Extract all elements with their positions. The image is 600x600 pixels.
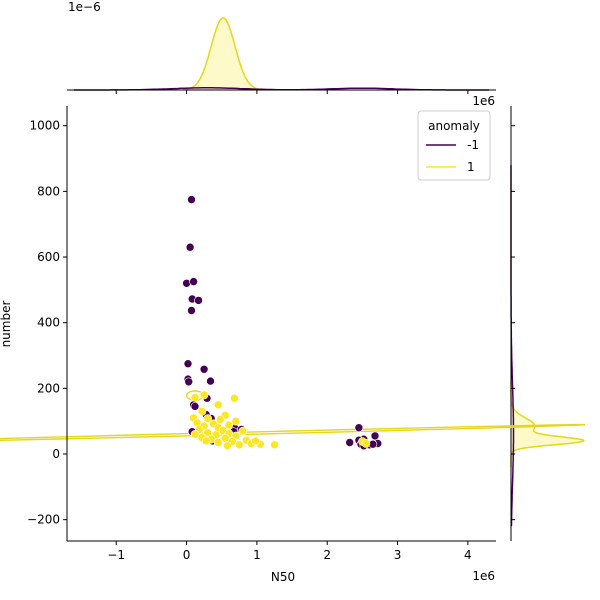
kde-contour-outer <box>0 423 586 442</box>
y-tick-label: 800 <box>37 184 60 198</box>
point-anomaly-pos1 <box>251 436 260 446</box>
point-anomaly-neg1 <box>189 277 198 286</box>
point-anomaly-pos1 <box>197 406 207 416</box>
top-marginal: 1e−6 <box>67 0 496 91</box>
marginal-offset-label: 1e−6 <box>68 0 101 14</box>
point-anomaly-pos1 <box>216 415 225 424</box>
point-anomaly-pos1 <box>201 436 211 446</box>
y-tick-label: 0 <box>52 447 60 461</box>
point-anomaly-pos1 <box>203 414 212 423</box>
x-offset-label: 1e6 <box>472 569 495 583</box>
x-tick-label: 1 <box>253 548 261 562</box>
point-anomaly-neg1 <box>206 376 215 386</box>
point-anomaly-neg1 <box>354 423 364 433</box>
legend-label-pos1: 1 <box>467 160 475 174</box>
scatter-points <box>182 195 383 451</box>
point-anomaly-neg1 <box>187 306 196 315</box>
y-axis-label: number <box>0 301 13 348</box>
x-axis-label: N50 <box>271 570 295 584</box>
kde-contours-anomaly-1 <box>0 390 586 446</box>
point-anomaly-neg1 <box>183 359 193 369</box>
kde-contour-small <box>185 390 205 401</box>
right-kde-area-anomaly-1 <box>511 381 584 468</box>
point-anomaly-neg1 <box>187 195 196 204</box>
top-kde-area-anomaly-1 <box>183 18 264 90</box>
point-anomaly-pos1 <box>224 420 234 430</box>
right-marginal <box>510 106 585 541</box>
point-anomaly-neg1 <box>194 296 203 305</box>
point-anomaly-pos1 <box>238 426 248 436</box>
point-anomaly-pos1 <box>230 393 239 403</box>
point-anomaly-neg1 <box>190 402 200 411</box>
legend-title: anomaly <box>428 119 480 133</box>
legend-label-neg1: -1 <box>467 138 479 152</box>
y-tick-label: 600 <box>37 250 60 264</box>
point-anomaly-pos1 <box>199 390 209 400</box>
point-anomaly-pos1 <box>223 441 232 451</box>
point-anomaly-pos1 <box>203 428 212 438</box>
x-tick-label: −1 <box>107 548 125 562</box>
y-axis-ticks: −200 0 200 400 600 800 1000 <box>27 119 515 527</box>
y-tick-label: 200 <box>37 381 60 395</box>
x-tick-label: 4 <box>464 548 472 562</box>
y-top-offset-label: 1e6 <box>472 94 495 108</box>
point-anomaly-pos1 <box>231 416 241 426</box>
point-anomaly-neg1 <box>345 438 355 447</box>
point-anomaly-pos1 <box>220 433 230 443</box>
point-anomaly-pos1 <box>361 439 371 448</box>
point-anomaly-neg1 <box>182 278 191 288</box>
x-tick-label: 2 <box>323 548 331 562</box>
point-anomaly-pos1 <box>213 400 223 410</box>
x-axis-ticks: −1 0 1 2 3 4 <box>107 90 472 562</box>
y-tick-label: −200 <box>27 513 60 527</box>
point-anomaly-pos1 <box>235 440 244 450</box>
point-anomaly-pos1 <box>190 429 200 439</box>
y-tick-label: 400 <box>37 316 60 330</box>
main-plot: −1 0 1 2 3 4 −200 0 200 400 600 800 1000 N50 number… <box>0 90 586 584</box>
top-kde-line-anomaly-1 <box>183 17 265 91</box>
point-anomaly-neg1 <box>185 242 195 252</box>
point-anomaly-neg1 <box>184 377 193 387</box>
x-tick-label: 0 <box>183 548 191 562</box>
y-tick-label: 1000 <box>29 119 60 133</box>
legend: anomaly -1 1 <box>417 110 491 181</box>
point-anomaly-pos1 <box>190 393 200 402</box>
point-anomaly-neg1 <box>199 364 209 374</box>
point-anomaly-neg1 <box>370 431 380 441</box>
point-anomaly-pos1 <box>270 440 279 450</box>
x-tick-label: 3 <box>394 548 402 562</box>
point-anomaly-pos1 <box>213 438 223 447</box>
